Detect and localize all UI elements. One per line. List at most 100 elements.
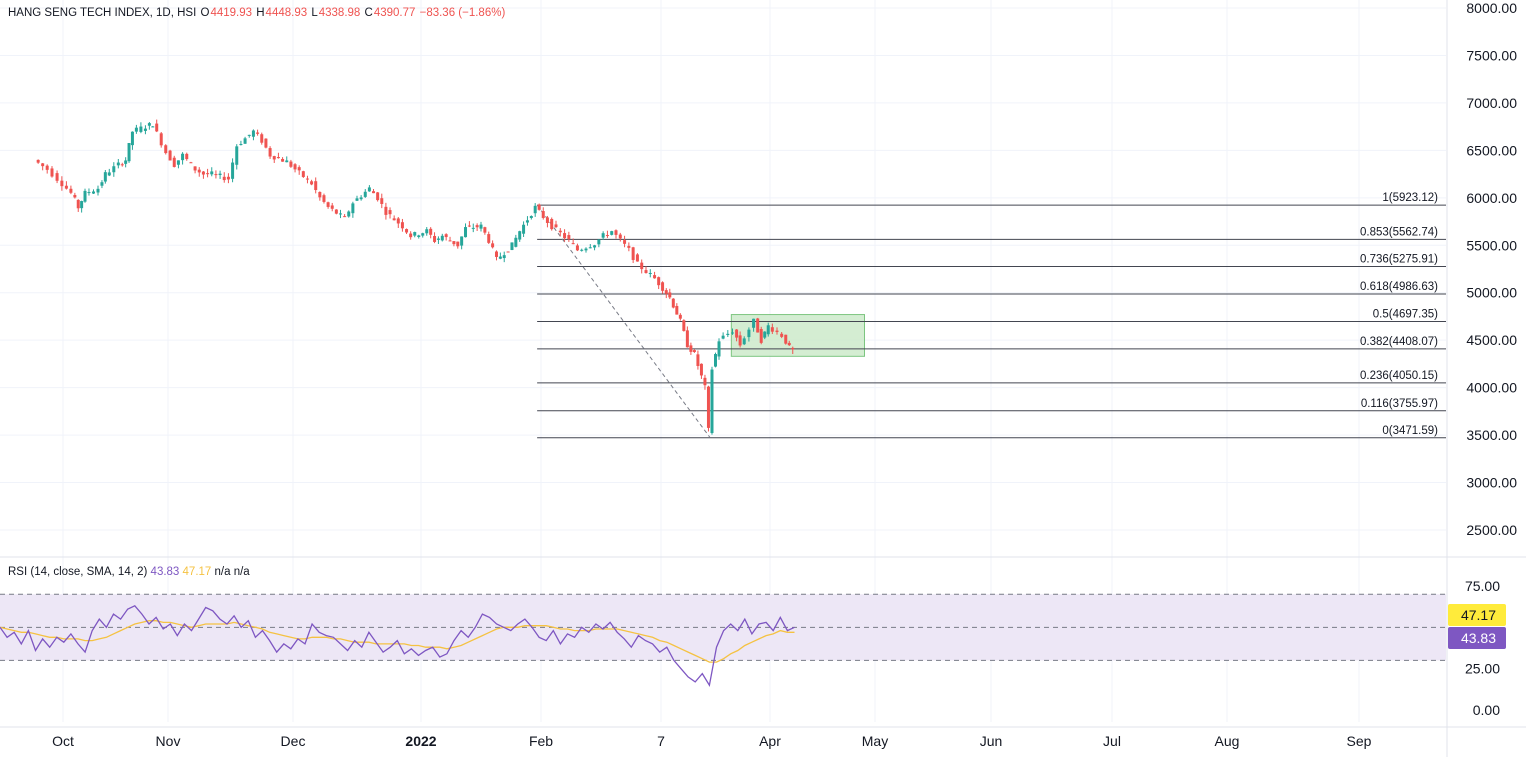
- candle-body: [436, 238, 440, 240]
- candle-body: [689, 345, 693, 352]
- candle-body: [124, 160, 128, 164]
- time-tick-label: Jun: [980, 733, 1003, 749]
- symbol-header: HANG SENG TECH INDEX, 1D, HSI O4419.93 H…: [8, 7, 506, 19]
- candle-body: [189, 162, 193, 164]
- candle-body: [91, 191, 95, 194]
- candle-body: [330, 205, 334, 209]
- candle-body: [305, 178, 309, 180]
- candle-body: [100, 182, 104, 186]
- candle-body: [73, 194, 77, 198]
- candle-body: [376, 192, 380, 201]
- candle-body: [787, 342, 791, 346]
- candle-body: [172, 157, 176, 167]
- high-label: H: [256, 7, 265, 19]
- candle-body: [601, 233, 605, 238]
- candle-body: [143, 128, 147, 131]
- fib-level-label: 0.5(4697.35): [1373, 308, 1438, 320]
- candle-body: [770, 327, 774, 332]
- candle-body: [139, 126, 143, 132]
- candle-body: [363, 191, 367, 197]
- time-tick-label: Feb: [529, 733, 553, 749]
- candle-body: [668, 292, 672, 298]
- rsi-header: RSI (14, close, SMA, 14, 2) 43.83 47.17 …: [8, 566, 250, 578]
- candle-body: [326, 202, 330, 207]
- candle-body: [525, 220, 529, 223]
- candle-body: [429, 228, 433, 235]
- candle-body: [409, 233, 413, 238]
- rsi-sma-value: 47.17: [182, 566, 212, 578]
- candle-body: [285, 160, 289, 163]
- candle-body: [80, 201, 84, 209]
- rsi-pane: [0, 593, 1446, 687]
- candle-body: [710, 369, 714, 434]
- candle-body: [742, 338, 746, 345]
- candle-body: [96, 188, 100, 193]
- candle-body: [475, 225, 479, 228]
- candle-body: [164, 145, 168, 154]
- candle-body: [491, 243, 495, 248]
- candle-body: [134, 127, 138, 132]
- candle-body: [448, 240, 452, 242]
- candle-body: [756, 318, 760, 333]
- candle-body: [685, 330, 689, 348]
- candle-body: [502, 255, 506, 259]
- candle-body: [222, 176, 226, 181]
- candle-body: [276, 157, 280, 159]
- candle-body: [671, 298, 675, 308]
- candle-body: [714, 354, 717, 367]
- candle-body: [588, 247, 592, 249]
- candle-body: [678, 314, 682, 319]
- candle-body: [247, 134, 251, 136]
- candle-body: [314, 181, 318, 191]
- rsi-sma-line: [0, 620, 795, 663]
- time-tick-label: Jul: [1103, 733, 1121, 749]
- candle-body: [310, 181, 314, 185]
- candle-body: [664, 290, 668, 294]
- candle-body: [268, 148, 272, 157]
- candle-body: [440, 235, 444, 241]
- candle-body: [206, 173, 210, 175]
- candle-body: [635, 254, 639, 262]
- candle-body: [657, 277, 661, 286]
- time-tick-label: 2022: [405, 733, 436, 749]
- candle-body: [529, 216, 533, 219]
- rsi-tick-label: 0.00: [1473, 702, 1500, 718]
- candle-body: [181, 153, 185, 161]
- candle-body: [130, 131, 134, 146]
- candle-body: [155, 123, 159, 132]
- candle-body: [627, 245, 631, 248]
- candle-body: [127, 143, 131, 162]
- candle-body: [69, 188, 73, 193]
- candle-body: [388, 210, 392, 215]
- candle-body: [417, 235, 421, 237]
- candle-body: [83, 190, 87, 202]
- candle-body: [293, 164, 297, 170]
- fib-retracement[interactable]: 1(5923.12) 0.853(5562.74) 0.736(5275.91) 0.…: [536, 192, 1446, 439]
- candle-body: [45, 165, 49, 170]
- candle-body: [460, 236, 464, 246]
- candle-body: [759, 329, 763, 343]
- candle-body: [640, 262, 644, 270]
- candle-body: [661, 282, 665, 291]
- candle-body: [721, 335, 725, 339]
- candle-body: [623, 240, 627, 244]
- candle-body: [487, 234, 491, 243]
- change-value: −83.36 (−1.86%): [419, 7, 506, 19]
- candle-body: [550, 218, 554, 230]
- candle-body: [575, 245, 579, 251]
- candle-body: [631, 247, 635, 260]
- candle-body: [784, 334, 788, 344]
- candle-body: [400, 222, 404, 229]
- candle-body: [541, 211, 545, 218]
- candle-body: [593, 245, 597, 248]
- price-tick-label: 5000.00: [1466, 285, 1517, 301]
- candle-body: [766, 325, 770, 335]
- candle-body: [425, 229, 429, 234]
- fib-level-label: 0.618(4986.63): [1360, 281, 1438, 293]
- candle-body: [763, 331, 767, 338]
- candle-body: [696, 354, 700, 366]
- candle-body: [726, 333, 730, 335]
- candle-body: [251, 130, 255, 137]
